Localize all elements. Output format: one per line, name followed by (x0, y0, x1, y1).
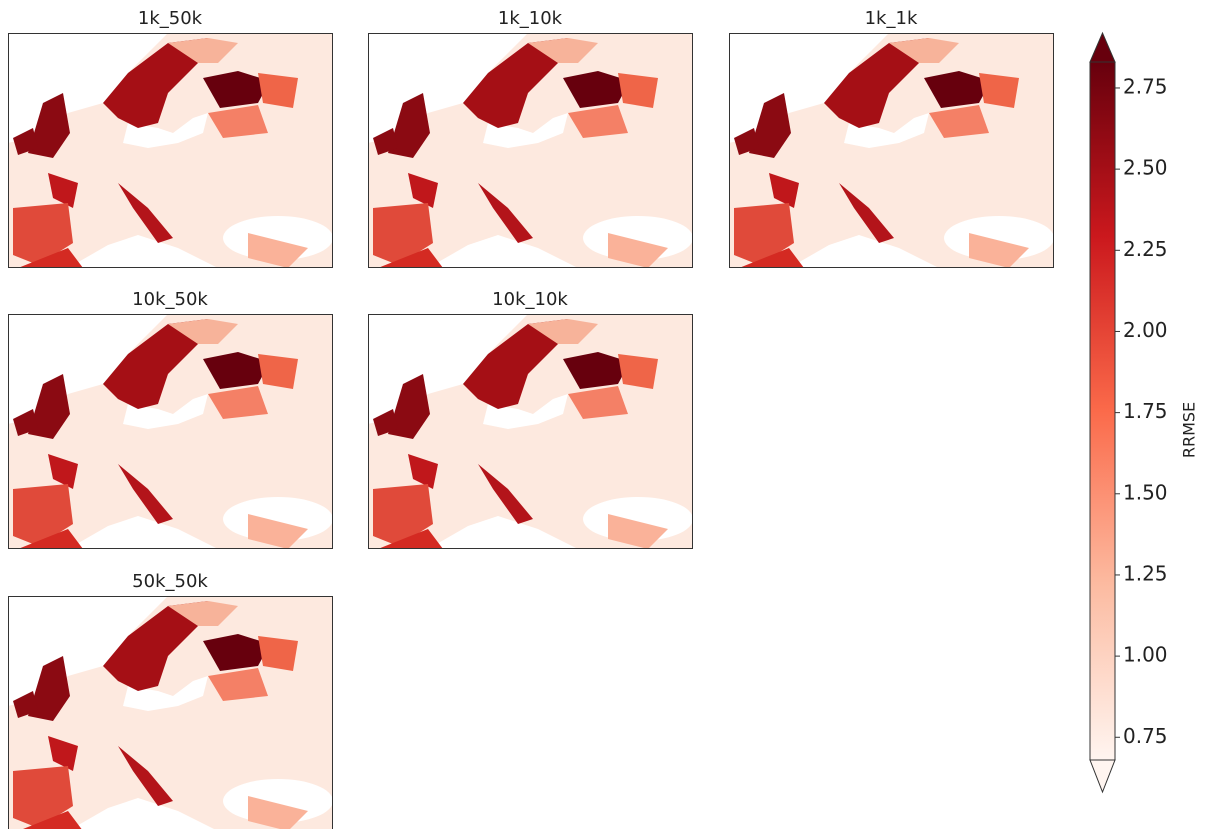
map (729, 33, 1054, 268)
map (8, 596, 333, 831)
map-panel: 1k_10k (368, 8, 693, 268)
colorbar-label: RRMSE (1180, 402, 1199, 458)
colorbar-body (1089, 61, 1116, 761)
colorbar-tick-label: 1.25 (1123, 561, 1168, 585)
panel-title: 1k_50k (138, 8, 203, 29)
map (368, 33, 693, 268)
colorbar-tick-label: 2.00 (1123, 318, 1168, 342)
colorbar-tick-label: 1.50 (1123, 480, 1168, 504)
colorbar-extend-max (1089, 31, 1116, 63)
panels: 1k_50k 1k_10k 1k_1k 10k_50k 10k_10k 50k_50k (8, 8, 1054, 831)
panel-title: 50k_50k (132, 571, 208, 592)
colorbar-tick-label: 0.75 (1123, 724, 1168, 748)
map-panel: 10k_50k (8, 289, 333, 549)
panel-title: 10k_50k (132, 289, 208, 310)
colorbar-tick-label: 1.75 (1123, 399, 1168, 423)
map-panel: 10k_10k (368, 289, 693, 549)
colorbar: RRMSE 0.75 1.00 1.25 1.50 1.75 2.00 2.25 2.50 2.… (1089, 31, 1199, 794)
map-panel: 50k_50k (8, 571, 333, 831)
colorbar-tick-label: 1.00 (1123, 643, 1168, 667)
colorbar-tick-label: 2.25 (1123, 237, 1168, 261)
colorbar-extend-min (1089, 759, 1116, 794)
colorbar-tick-label: 2.50 (1123, 156, 1168, 180)
colorbar-tick-label: 2.75 (1123, 74, 1168, 98)
map (8, 314, 333, 549)
map (368, 314, 693, 549)
panel-title: 1k_1k (865, 8, 918, 29)
map-panel: 1k_50k (8, 8, 333, 268)
panel-title: 1k_10k (498, 8, 563, 29)
map (8, 33, 333, 268)
map-panel: 1k_1k (729, 8, 1054, 268)
panel-title: 10k_10k (492, 289, 568, 310)
